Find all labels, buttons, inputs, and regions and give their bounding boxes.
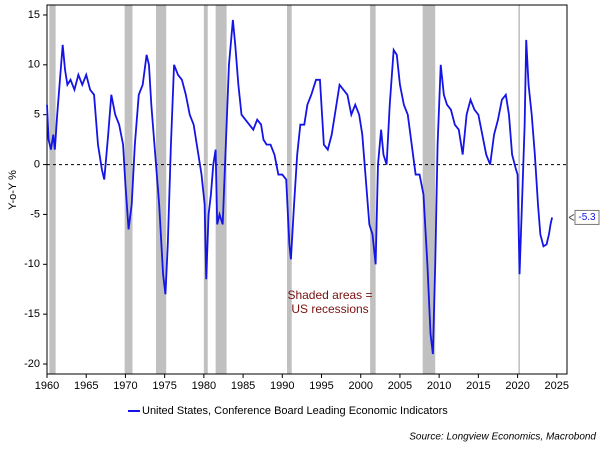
x-tick-label: 1970 bbox=[113, 380, 137, 392]
y-tick-label: 0 bbox=[34, 158, 40, 170]
recession-band bbox=[156, 5, 167, 374]
x-tick-label: 1980 bbox=[192, 380, 216, 392]
recession-band bbox=[422, 5, 436, 374]
recession-band bbox=[370, 5, 376, 374]
x-tick-label: 1975 bbox=[152, 380, 176, 392]
y-tick-label: -10 bbox=[24, 258, 40, 270]
y-tick-label: 15 bbox=[28, 9, 40, 21]
recession-band bbox=[518, 5, 520, 374]
recession-band bbox=[49, 5, 56, 374]
x-tick-label: 1985 bbox=[231, 380, 255, 392]
recession-band bbox=[124, 5, 133, 374]
x-tick-label: 2005 bbox=[388, 380, 412, 392]
recession-band bbox=[203, 5, 208, 374]
callout-pointer bbox=[568, 213, 575, 218]
callout-pointer bbox=[568, 216, 575, 221]
source: Source: Longview Economics, Macrobond bbox=[409, 432, 596, 443]
x-tick-label: 2010 bbox=[427, 380, 451, 392]
data-line bbox=[46, 19, 553, 355]
x-tick-label: 2000 bbox=[348, 380, 372, 392]
x-tick-label: 2025 bbox=[545, 380, 569, 392]
y-tick-label: -5 bbox=[30, 208, 40, 220]
legend-label: United States, Conference Board Leading … bbox=[142, 405, 448, 417]
y-tick-label: 10 bbox=[28, 59, 40, 71]
x-tick-label: 1965 bbox=[74, 380, 98, 392]
x-tick-label: 1990 bbox=[270, 380, 294, 392]
last-value-label: -5.3 bbox=[578, 212, 596, 223]
recession-band bbox=[287, 5, 292, 374]
x-tick-label: 2015 bbox=[466, 380, 490, 392]
y-axis-label: Y-o-Y % bbox=[7, 170, 19, 210]
plot-frame bbox=[46, 4, 568, 375]
annotation: Shaded areas = US recessions bbox=[287, 288, 372, 316]
annotation-line: Shaded areas = bbox=[287, 288, 372, 302]
callout-box bbox=[574, 209, 600, 225]
x-tick-label: 1960 bbox=[35, 380, 59, 392]
annotation-line: US recessions bbox=[291, 302, 368, 316]
y-tick-label: 5 bbox=[34, 109, 40, 121]
x-tick-label: 2020 bbox=[505, 380, 529, 392]
x-tick-label: 1995 bbox=[309, 380, 333, 392]
y-tick-label: -15 bbox=[24, 308, 40, 320]
y-tick-label: -20 bbox=[24, 358, 40, 370]
recession-band bbox=[215, 5, 227, 374]
